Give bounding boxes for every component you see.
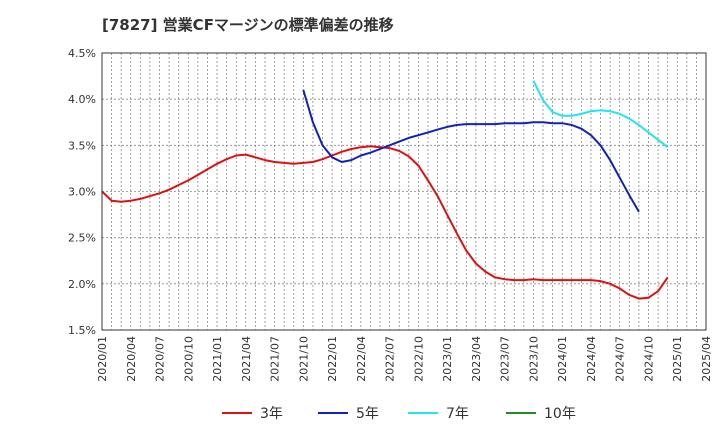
x-tick-label: 2020/04 (125, 336, 138, 382)
grid (101, 52, 707, 331)
y-tick-label: 2.0% (68, 278, 96, 291)
y-tick-label: 1.5% (68, 324, 96, 337)
x-tick-label: 2025/04 (700, 336, 713, 382)
x-tick-label: 2020/10 (182, 336, 195, 382)
plot-area-border (101, 52, 707, 331)
x-tick-label: 2025/01 (671, 336, 684, 382)
x-tick-label: 2022/04 (355, 336, 368, 382)
x-tick-label: 2022/07 (384, 336, 397, 382)
legend: 3年 5年 7年 10年 (222, 406, 576, 422)
series-line-0 (101, 145, 669, 300)
legend-label-2: 7年 (446, 406, 469, 422)
y-tick-label: 2.5% (68, 232, 96, 245)
legend-label-0: 3年 (260, 406, 283, 422)
x-tick-label: 2021/07 (269, 336, 282, 382)
x-tick-label: 2023/04 (470, 336, 483, 382)
legend-label-1: 5年 (356, 406, 379, 422)
x-tick-label: 2022/01 (326, 336, 339, 382)
x-tick-label: 2023/07 (499, 336, 512, 382)
x-tick-label: 2024/10 (642, 336, 655, 382)
x-tick-label: 2022/10 (412, 336, 425, 382)
legend-label-3: 10年 (544, 406, 576, 422)
x-axis: 2020/01 2020/04 2020/07 2020/10 2021/01 2021/… (96, 336, 713, 382)
x-tick-label: 2024/07 (614, 336, 627, 382)
y-tick-label: 3.5% (68, 139, 96, 152)
x-tick-label: 2021/10 (297, 336, 310, 382)
x-tick-label: 2024/04 (585, 336, 598, 382)
x-tick-label: 2023/10 (527, 336, 540, 382)
y-tick-label: 4.0% (68, 93, 96, 106)
x-tick-label: 2020/01 (96, 336, 109, 382)
x-tick-label: 2024/01 (556, 336, 569, 382)
chart-title: [7827] 営業CFマージンの標準偏差の推移 (102, 16, 394, 34)
series-lines (101, 80, 669, 300)
x-tick-label: 2021/04 (240, 336, 253, 382)
y-tick-label: 4.5% (68, 47, 96, 60)
y-axis: 1.5% 2.0% 2.5% 3.0% 3.5% 4.0% 4.5% (68, 47, 96, 337)
x-tick-label: 2020/07 (154, 336, 167, 382)
series-line-2 (532, 80, 669, 148)
x-tick-label: 2023/01 (441, 336, 454, 382)
series-line-1 (302, 89, 640, 213)
x-tick-label: 2021/01 (211, 336, 224, 382)
y-tick-label: 3.0% (68, 186, 96, 199)
